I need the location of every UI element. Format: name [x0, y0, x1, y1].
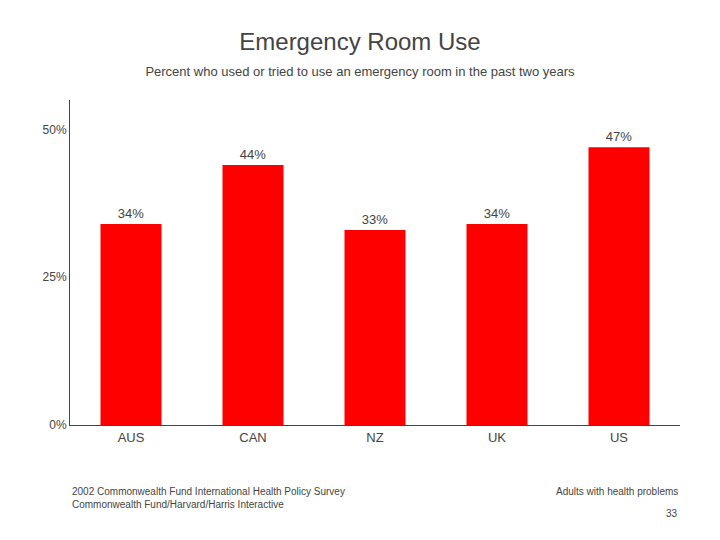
svg-text:33%: 33%	[362, 212, 388, 227]
svg-text:34%: 34%	[484, 206, 510, 221]
svg-text:AUS: AUS	[118, 430, 145, 445]
svg-text:33: 33	[666, 508, 678, 519]
svg-text:Percent who used or tried to u: Percent who used or tried to use an emer…	[145, 64, 575, 79]
svg-text:50%: 50%	[43, 123, 67, 137]
svg-text:CAN: CAN	[239, 430, 266, 445]
svg-text:US: US	[610, 430, 628, 445]
svg-text:25%: 25%	[43, 270, 67, 284]
svg-text:NZ: NZ	[366, 430, 383, 445]
svg-text:47%: 47%	[606, 129, 632, 144]
svg-text:34%: 34%	[118, 206, 144, 221]
svg-text:Adults with health problems: Adults with health problems	[556, 486, 678, 497]
svg-text:44%: 44%	[240, 147, 266, 162]
svg-text:0%: 0%	[49, 418, 67, 432]
svg-text:2002 Commonwealth Fund Interna: 2002 Commonwealth Fund International Hea…	[72, 486, 345, 510]
svg-text:Emergency Room Use: Emergency Room Use	[239, 28, 480, 55]
svg-text:UK: UK	[488, 430, 506, 445]
